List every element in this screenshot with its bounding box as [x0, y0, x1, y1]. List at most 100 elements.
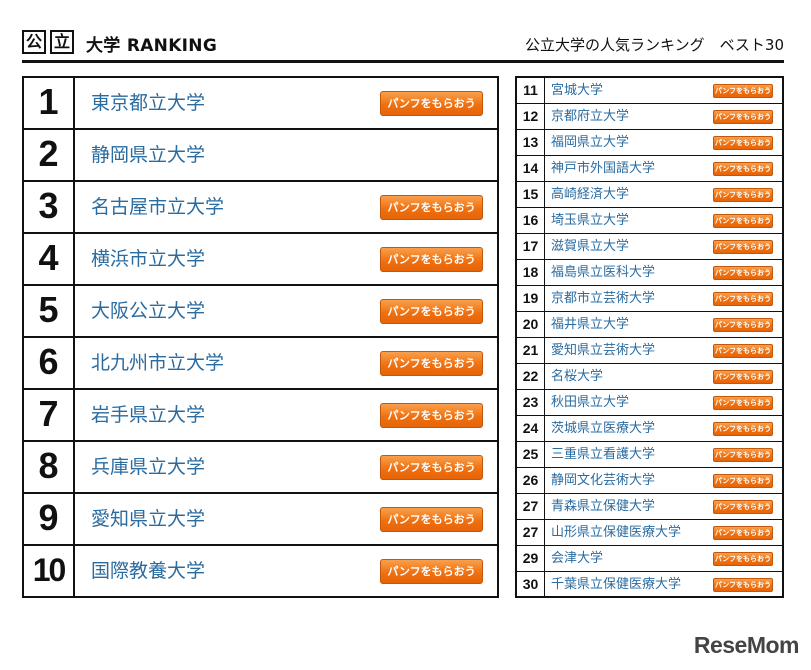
university-name-link[interactable]: 東京都立大学 [91, 92, 206, 114]
get-pamphlet-button[interactable]: パンフをもらおう [713, 292, 773, 306]
ranking-row: 12 京都府立大学 パンフをもらおう [517, 104, 782, 130]
university-name-link[interactable]: 宮城大学 [551, 83, 604, 98]
ranking-row: 22 名桜大学 パンフをもらおう [517, 364, 782, 390]
rank-number: 19 [517, 286, 545, 311]
ranking-row: 1 東京都立大学 パンフをもらおう [24, 78, 497, 130]
get-pamphlet-button[interactable]: パンフをもらおう [713, 500, 773, 514]
get-pamphlet-button[interactable]: パンフをもらおう [713, 526, 773, 540]
rank-number: 18 [517, 260, 545, 285]
get-pamphlet-button[interactable]: パンフをもらおう [713, 110, 773, 124]
ranking-row: 27 山形県立保健医療大学 パンフをもらおう [517, 520, 782, 546]
get-pamphlet-button[interactable]: パンフをもらおう [713, 448, 773, 462]
get-pamphlet-button[interactable]: パンフをもらおう [713, 266, 773, 280]
university-name-link[interactable]: 千葉県立保健医療大学 [551, 577, 682, 592]
university-name-link[interactable]: 山形県立保健医療大学 [551, 525, 682, 540]
get-pamphlet-button[interactable]: パンフをもらおう [713, 318, 773, 332]
university-name-link[interactable]: 福岡県立大学 [551, 135, 630, 150]
university-name-link[interactable]: 三重県立看護大学 [551, 447, 656, 462]
get-pamphlet-button[interactable]: パンフをもらおう [713, 136, 773, 150]
university-name-link[interactable]: 兵庫県立大学 [91, 456, 206, 478]
get-pamphlet-button[interactable]: パンフをもらおう [713, 162, 773, 176]
university-name-link[interactable]: 名桜大学 [551, 369, 604, 384]
page-title: 大学 RANKING [86, 36, 218, 56]
get-pamphlet-button[interactable]: パンフをもらおう [380, 455, 483, 480]
get-pamphlet-button[interactable]: パンフをもらおう [713, 474, 773, 488]
logo-char-box: 立 [50, 30, 74, 54]
university-name-link[interactable]: 京都府立大学 [551, 109, 630, 124]
university-name-link[interactable]: 滋賀県立大学 [551, 239, 630, 254]
ranking-row: 30 千葉県立保健医療大学 パンフをもらおう [517, 572, 782, 598]
ranking-row: 25 三重県立看護大学 パンフをもらおう [517, 442, 782, 468]
rank-number: 15 [517, 182, 545, 207]
university-name-link[interactable]: 埼玉県立大学 [551, 213, 630, 228]
get-pamphlet-button[interactable]: パンフをもらおう [713, 370, 773, 384]
logo-char-box: 公 [22, 30, 46, 54]
get-pamphlet-button[interactable]: パンフをもらおう [713, 188, 773, 202]
rank-number: 2 [24, 130, 75, 180]
ranking-row: 7 岩手県立大学 パンフをもらおう [24, 390, 497, 442]
university-name-link[interactable]: 京都市立芸術大学 [551, 291, 656, 306]
university-name-link[interactable]: 大阪公立大学 [91, 300, 206, 322]
rank-number: 27 [517, 520, 545, 545]
rank-number: 17 [517, 234, 545, 259]
rank-number: 24 [517, 416, 545, 441]
university-name-link[interactable]: 高崎経済大学 [551, 187, 630, 202]
university-name-link[interactable]: 茨城県立医療大学 [551, 421, 656, 436]
rank-number: 3 [24, 182, 75, 232]
ranking-row: 18 福島県立医科大学 パンフをもらおう [517, 260, 782, 286]
get-pamphlet-button[interactable]: パンフをもらおう [713, 214, 773, 228]
university-name-link[interactable]: 静岡県立大学 [91, 144, 206, 166]
ranking-row: 19 京都市立芸術大学 パンフをもらおう [517, 286, 782, 312]
get-pamphlet-button[interactable]: パンフをもらおう [380, 507, 483, 532]
university-name-link[interactable]: 愛知県立芸術大学 [551, 343, 656, 358]
rank-number: 16 [517, 208, 545, 233]
get-pamphlet-button[interactable]: パンフをもらおう [380, 299, 483, 324]
ranking-row: 15 高崎経済大学 パンフをもらおう [517, 182, 782, 208]
get-pamphlet-button[interactable]: パンフをもらおう [380, 247, 483, 272]
get-pamphlet-button[interactable]: パンフをもらおう [713, 578, 773, 592]
ranking-row: 24 茨城県立医療大学 パンフをもらおう [517, 416, 782, 442]
university-name-link[interactable]: 横浜市立大学 [91, 248, 206, 270]
university-name-link[interactable]: 青森県立保健大学 [551, 499, 656, 514]
get-pamphlet-button[interactable]: パンフをもらおう [713, 396, 773, 410]
get-pamphlet-button[interactable]: パンフをもらおう [380, 403, 483, 428]
rank-number: 21 [517, 338, 545, 363]
resemom-logo: ReseMom [693, 632, 800, 658]
university-name-link[interactable]: 神戸市外国語大学 [551, 161, 656, 176]
ranking-row: 16 埼玉県立大学 パンフをもらおう [517, 208, 782, 234]
university-name-link[interactable]: 国際教養大学 [91, 560, 206, 582]
rank-number: 29 [517, 546, 545, 571]
ranking-row: 17 滋賀県立大学 パンフをもらおう [517, 234, 782, 260]
get-pamphlet-button[interactable]: パンフをもらおう [713, 422, 773, 436]
ranking-row: 6 北九州市立大学 パンフをもらおう [24, 338, 497, 390]
get-pamphlet-button[interactable]: パンフをもらおう [380, 559, 483, 584]
university-name-link[interactable]: 福島県立医科大学 [551, 265, 656, 280]
university-name-link[interactable]: 名古屋市立大学 [91, 196, 225, 218]
get-pamphlet-button[interactable]: パンフをもらおう [380, 195, 483, 220]
university-name-link[interactable]: 福井県立大学 [551, 317, 630, 332]
university-name-link[interactable]: 会津大学 [551, 551, 604, 566]
get-pamphlet-button[interactable]: パンフをもらおう [713, 344, 773, 358]
university-name-link[interactable]: 秋田県立大学 [551, 395, 630, 410]
get-pamphlet-button[interactable]: パンフをもらおう [713, 84, 773, 98]
rank-number: 11 [517, 78, 545, 103]
ranking-row: 29 会津大学 パンフをもらおう [517, 546, 782, 572]
rank-number: 14 [517, 156, 545, 181]
rank-number: 30 [517, 572, 545, 598]
rank-number: 7 [24, 390, 75, 440]
university-name-link[interactable]: 岩手県立大学 [91, 404, 206, 426]
rank-number: 12 [517, 104, 545, 129]
get-pamphlet-button[interactable]: パンフをもらおう [713, 552, 773, 566]
university-name-link[interactable]: 北九州市立大学 [91, 352, 225, 374]
rank-number: 4 [24, 234, 75, 284]
rank-number: 6 [24, 338, 75, 388]
ranking-row: 5 大阪公立大学 パンフをもらおう [24, 286, 497, 338]
get-pamphlet-button[interactable]: パンフをもらおう [380, 91, 483, 116]
university-name-link[interactable]: 静岡文化芸術大学 [551, 473, 656, 488]
university-name-link[interactable]: 愛知県立大学 [91, 508, 206, 530]
ranking-row: 2 静岡県立大学 [24, 130, 497, 182]
ranking-row: 23 秋田県立大学 パンフをもらおう [517, 390, 782, 416]
ranking-row: 14 神戸市外国語大学 パンフをもらおう [517, 156, 782, 182]
get-pamphlet-button[interactable]: パンフをもらおう [713, 240, 773, 254]
get-pamphlet-button[interactable]: パンフをもらおう [380, 351, 483, 376]
